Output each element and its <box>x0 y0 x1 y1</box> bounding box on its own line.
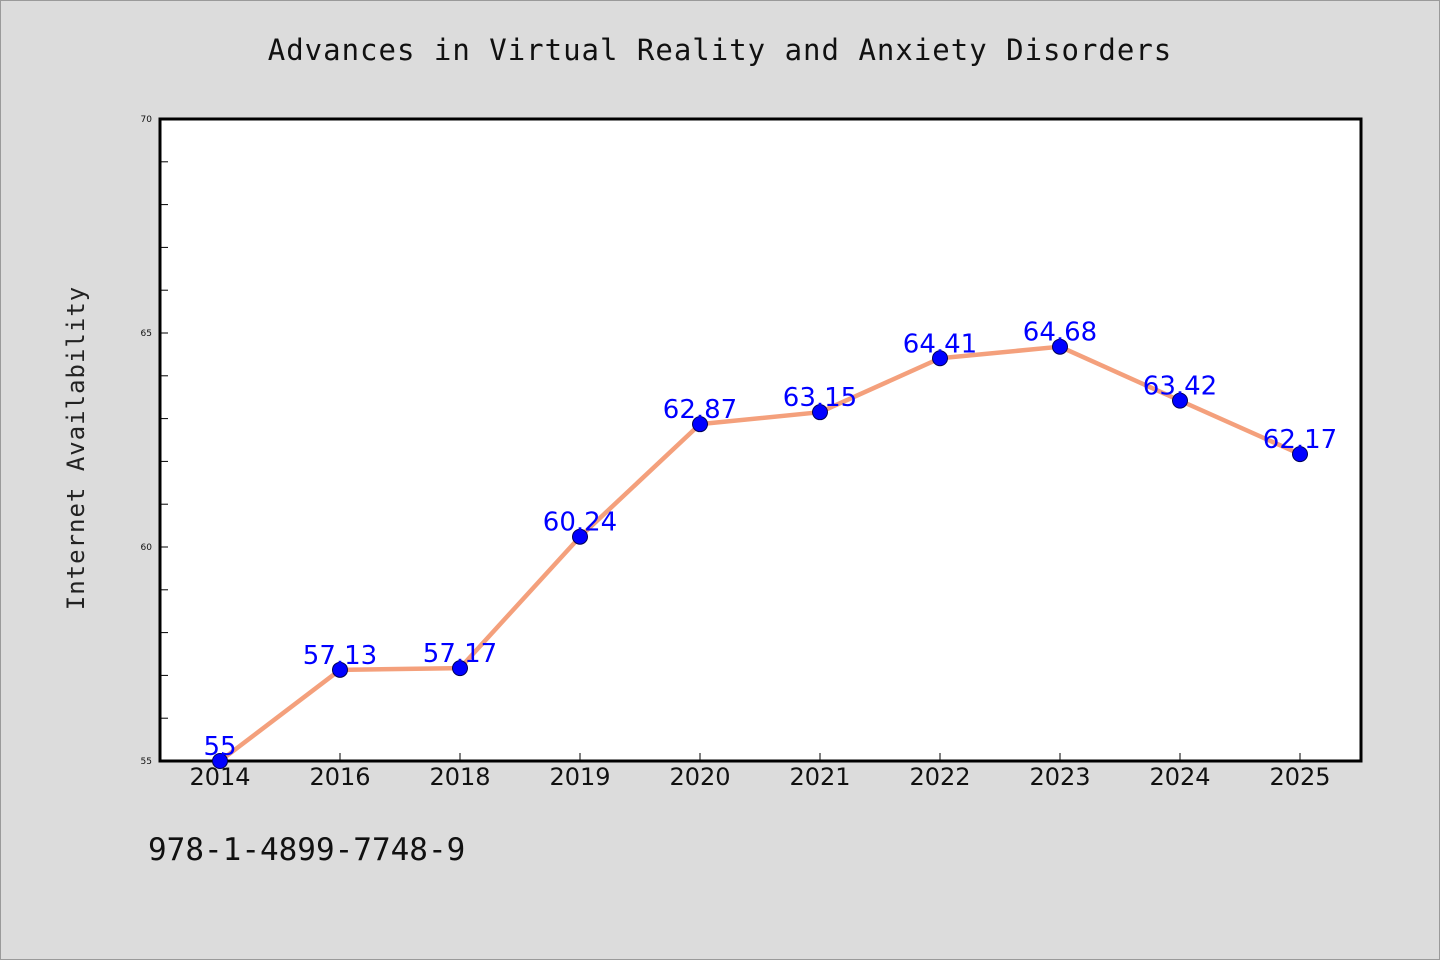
x-tick-label: 2020 <box>669 763 730 791</box>
data-point <box>932 350 948 367</box>
y-tick-label: 55 <box>141 757 152 767</box>
data-label: 63.42 <box>1143 372 1217 402</box>
series-line <box>212 338 1308 769</box>
x-tick-label: 2019 <box>549 763 610 791</box>
x-tick-label: 2018 <box>429 763 490 791</box>
data-label: 64.68 <box>1023 318 1097 348</box>
data-label: 64.41 <box>903 329 977 359</box>
data-label: 62.17 <box>1263 425 1337 455</box>
data-label: 55 <box>203 732 236 762</box>
data-label: 57.13 <box>303 641 377 671</box>
data-point <box>572 528 588 545</box>
x-tick-label: 2016 <box>309 763 370 791</box>
x-tick-label: 2021 <box>789 763 850 791</box>
data-label: 62.87 <box>663 395 737 425</box>
footer-id: 978-1-4899-7748-9 <box>148 832 466 868</box>
chart-title: Advances in Virtual Reality and Anxiety … <box>267 33 1173 67</box>
x-tick-label: 2025 <box>1269 763 1330 791</box>
data-point <box>812 404 828 421</box>
data-point <box>1052 338 1068 355</box>
x-axis: 2014 2016 2018 2019 2020 2021 2022 2023 2024 2025 <box>189 753 1331 791</box>
data-point <box>692 416 708 433</box>
x-tick-label: 2023 <box>1029 763 1090 791</box>
y-tick-label: 70 <box>141 115 153 125</box>
data-point <box>332 661 348 678</box>
data-label: 57.17 <box>423 639 497 669</box>
data-point <box>1172 392 1188 409</box>
data-point <box>452 660 468 677</box>
data-labels: 55 57.13 57.17 60.24 62.87 63.15 64.41 64.68 63.… <box>203 318 1337 762</box>
y-tick-label: 60 <box>141 543 153 553</box>
data-label: 63.15 <box>783 383 857 413</box>
data-point <box>1292 446 1308 463</box>
x-tick-label: 2024 <box>1149 763 1210 791</box>
plot-area <box>158 117 1363 763</box>
y-axis: 55 60 65 70 <box>141 115 168 767</box>
series-polyline <box>217 344 1303 764</box>
x-tick-label: 2022 <box>909 763 970 791</box>
y-axis-label: Internet Availability <box>62 286 90 610</box>
y-tick-label: 65 <box>141 329 152 339</box>
data-point <box>212 753 228 769</box>
data-label: 60.24 <box>543 508 617 538</box>
